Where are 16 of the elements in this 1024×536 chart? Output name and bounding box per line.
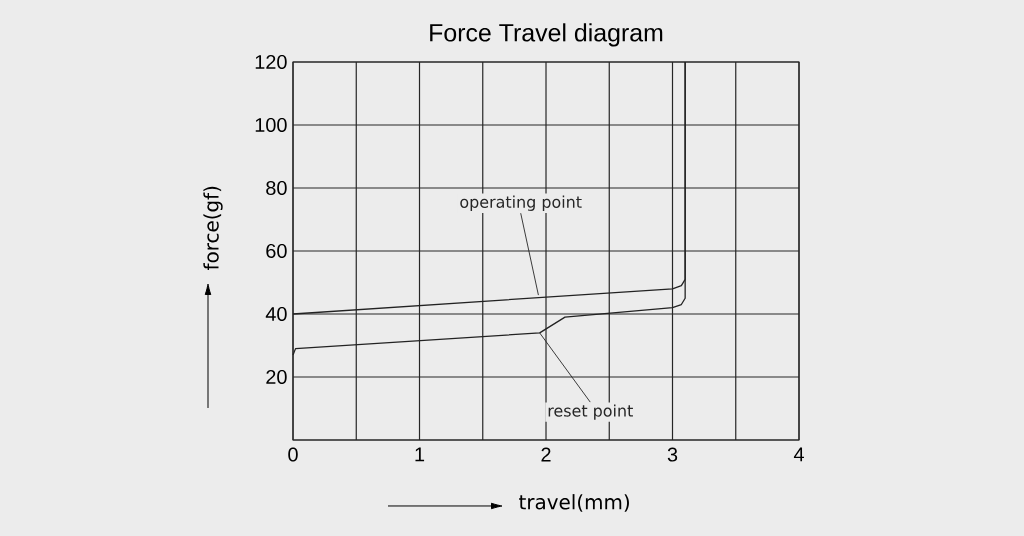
x-tick-label: 3 bbox=[667, 447, 678, 462]
x-tick-label: 0 bbox=[288, 447, 298, 462]
y-tick-label: 100 bbox=[255, 117, 287, 133]
x-tick-label: 4 bbox=[793, 447, 804, 462]
y-tick-label: 80 bbox=[266, 180, 287, 196]
x-tick-label: 1 bbox=[415, 447, 425, 462]
y-axis-title: force(gf) bbox=[203, 186, 223, 271]
y-tick-label: 120 bbox=[255, 54, 287, 70]
chart-title: Force Travel diagram bbox=[430, 23, 663, 47]
y-tick-label: 20 bbox=[266, 369, 287, 385]
annotation: reset point bbox=[548, 404, 633, 420]
y-tick-label: 60 bbox=[266, 243, 287, 259]
x-axis-title: travel(mm) bbox=[519, 494, 629, 512]
x-tick-label: 2 bbox=[541, 447, 551, 462]
annotation: operating point bbox=[460, 195, 582, 211]
y-tick-label: 40 bbox=[265, 306, 287, 322]
